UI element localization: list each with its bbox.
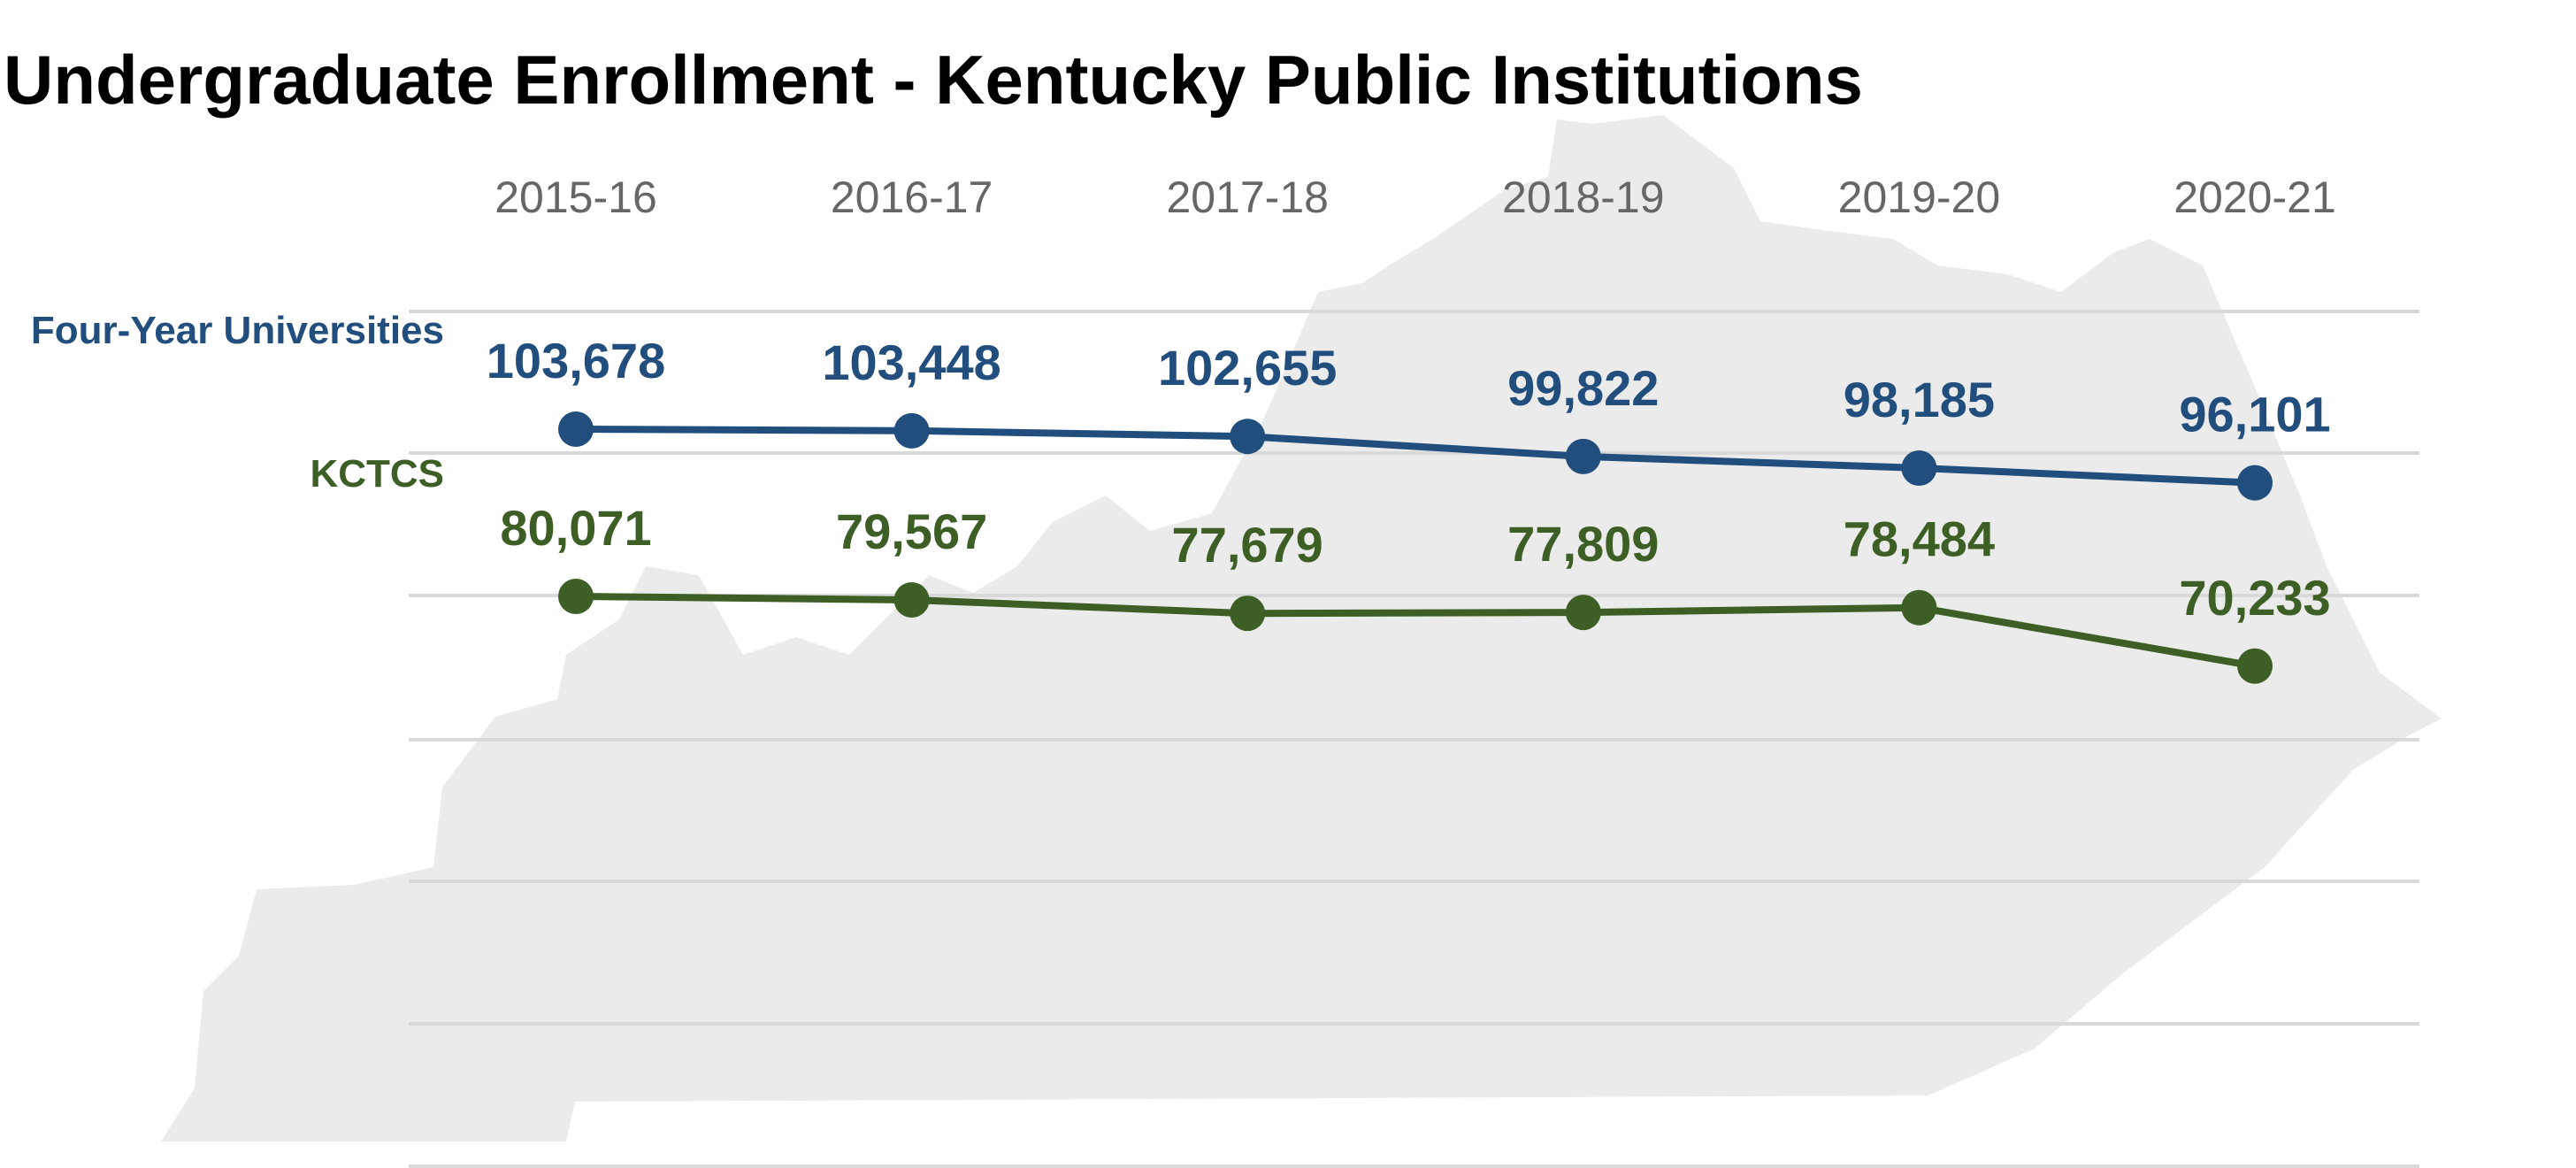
x-tick-label: 2016-17 (831, 173, 993, 222)
data-label-kctcs: 80,071 (500, 500, 651, 556)
chart-title: Undergraduate Enrollment - Kentucky Publ… (4, 41, 1863, 119)
x-tick-label: 2017-18 (1166, 173, 1329, 222)
data-label-four-year-universities: 102,655 (1158, 340, 1337, 396)
series-lines (572, 426, 2258, 670)
data-point-kctcs (893, 582, 930, 619)
data-point-kctcs (558, 579, 594, 614)
series-labels: Four-Year Universities KCTCS (31, 309, 444, 496)
data-label-four-year-universities: 96,101 (2179, 387, 2330, 442)
data-points (558, 411, 2273, 684)
data-label-kctcs: 70,233 (2179, 570, 2330, 626)
series-label-four-year-universities: Four-Year Universities (31, 309, 444, 352)
data-point-four-year-universities (558, 411, 594, 447)
x-tick-label: 2019-20 (1838, 173, 2001, 222)
data-point-four-year-universities (893, 412, 930, 449)
data-point-kctcs (1565, 595, 1601, 631)
data-label-four-year-universities: 98,185 (1844, 372, 1995, 427)
x-tick-label: 2020-21 (2174, 173, 2336, 222)
kentucky-map-silhouette (161, 115, 2442, 1141)
data-label-four-year-universities: 103,678 (487, 333, 665, 388)
data-point-four-year-universities (2237, 465, 2273, 501)
x-tick-label: 2015-16 (494, 173, 657, 222)
data-label-kctcs: 77,809 (1507, 516, 1659, 572)
x-axis-ticks: 2015-16 2016-17 2017-18 2018-19 2019-20 2020-… (494, 173, 2336, 222)
data-label-four-year-universities: 99,822 (1507, 360, 1659, 416)
data-point-kctcs (2237, 648, 2273, 684)
series-label-kctcs: KCTCS (310, 452, 444, 496)
data-point-four-year-universities (1230, 419, 1266, 455)
series-line-four-year-universities (572, 426, 2258, 487)
data-point-kctcs (1230, 596, 1266, 632)
data-point-four-year-universities (1901, 450, 1937, 486)
data-label-kctcs: 78,484 (1844, 511, 1995, 567)
series-line-kctcs (572, 593, 2258, 670)
data-labels: 103,678 103,448 102,655 99,822 98,185 96,101 8… (487, 333, 2331, 626)
data-label-kctcs: 79,567 (836, 503, 987, 559)
data-point-four-year-universities (1565, 438, 1601, 474)
data-point-kctcs (1901, 589, 1937, 626)
x-tick-label: 2018-19 (1502, 173, 1665, 222)
data-label-kctcs: 77,679 (1172, 517, 1323, 572)
data-label-four-year-universities: 103,448 (822, 334, 1000, 390)
